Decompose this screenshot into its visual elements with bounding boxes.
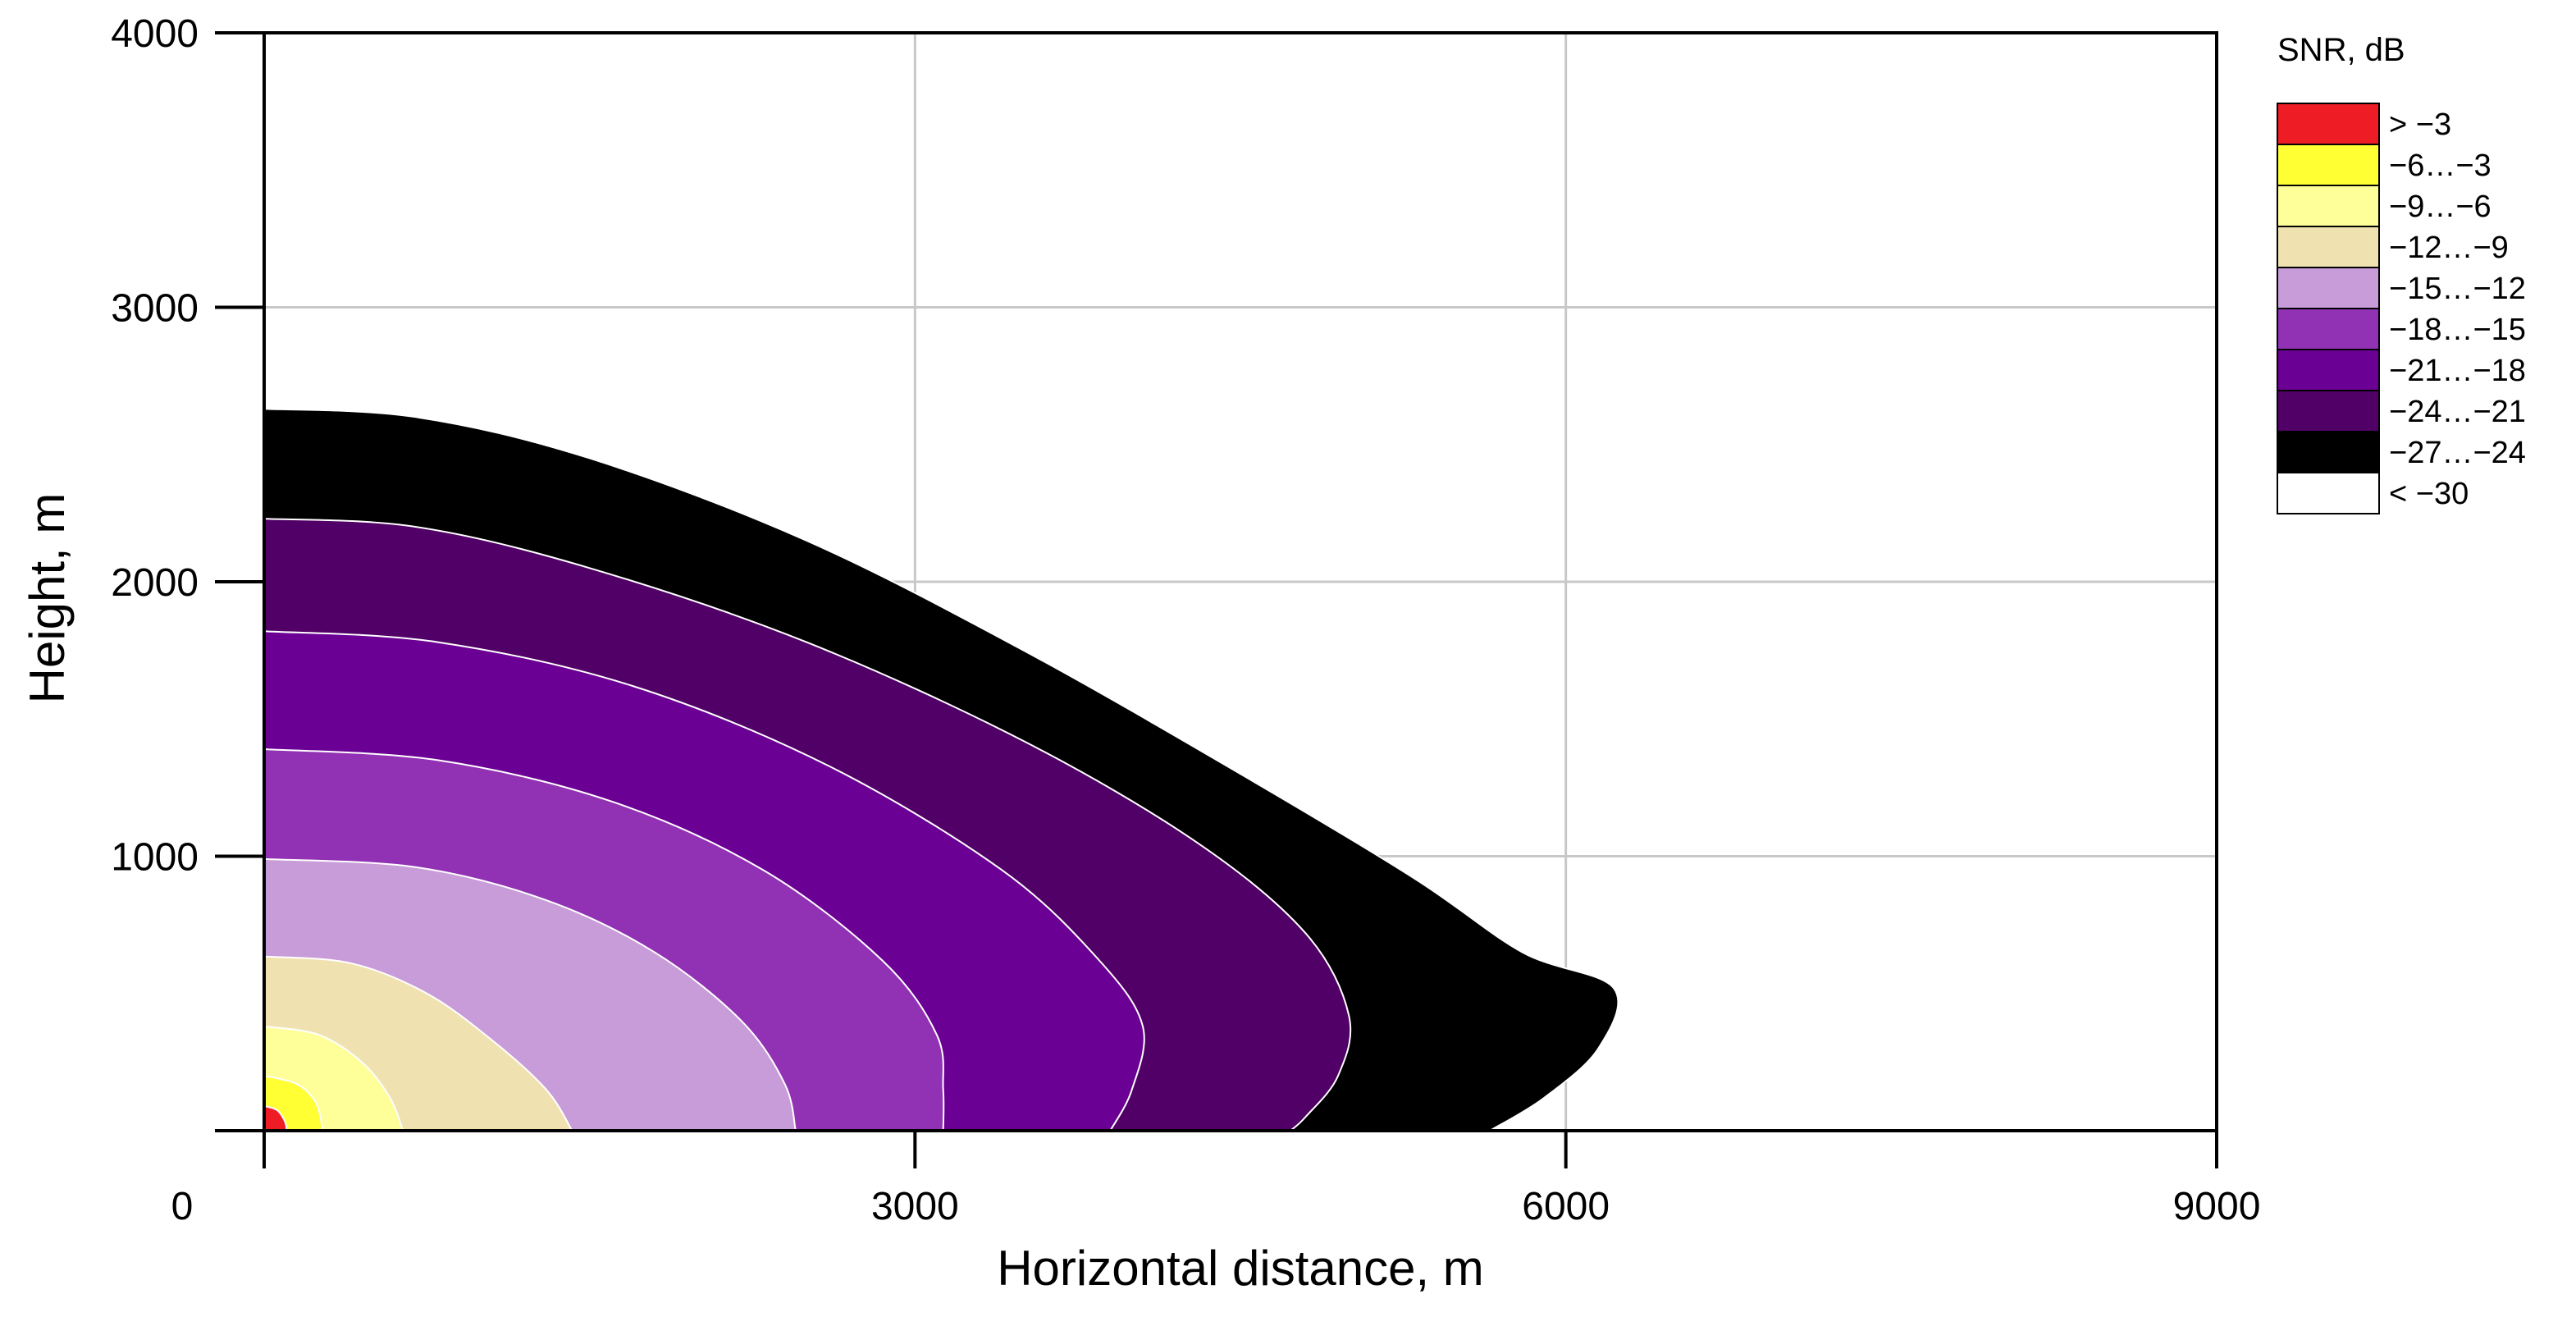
legend-label: −15…−12 bbox=[2389, 272, 2526, 306]
legend-label: < −30 bbox=[2389, 477, 2469, 511]
legend-label: −27…−24 bbox=[2389, 436, 2526, 470]
legend-swatch bbox=[2277, 431, 2380, 473]
contour-band bbox=[263, 1104, 289, 1132]
legend-title: SNR, dB bbox=[2277, 32, 2405, 68]
x-tick-label: 3000 bbox=[871, 1185, 959, 1228]
y-tick-label: 3000 bbox=[111, 287, 199, 331]
legend-label: −21…−18 bbox=[2389, 354, 2526, 388]
x-tick-label: 9000 bbox=[2173, 1185, 2261, 1228]
legend-swatch bbox=[2277, 267, 2380, 309]
legend-swatch bbox=[2277, 103, 2380, 145]
y-tick-label: 2000 bbox=[111, 561, 199, 605]
legend-swatch bbox=[2277, 472, 2380, 514]
x-tick-label: 0 bbox=[171, 1185, 194, 1228]
x-axis-label: Horizontal distance, m bbox=[997, 1241, 1484, 1296]
axes: 0 3000 6000 9000 1000 2000 3000 4000 bbox=[111, 12, 2260, 1228]
legend-swatch bbox=[2277, 390, 2380, 432]
y-axis-label: Height, m bbox=[20, 493, 75, 704]
x-tick-label: 6000 bbox=[1522, 1185, 1610, 1228]
legend-label: −18…−15 bbox=[2389, 313, 2526, 347]
legend-swatch bbox=[2277, 144, 2380, 186]
y-tick-label: 1000 bbox=[111, 836, 199, 880]
legend-swatch bbox=[2277, 308, 2380, 350]
legend-label: −12…−9 bbox=[2389, 231, 2509, 265]
legend-label: > −3 bbox=[2389, 107, 2451, 142]
legend-swatch bbox=[2277, 349, 2380, 391]
legend-label: −24…−21 bbox=[2389, 395, 2526, 429]
legend-label: −9…−6 bbox=[2389, 190, 2492, 224]
legend-swatch bbox=[2277, 226, 2380, 268]
legend-swatch bbox=[2277, 185, 2380, 227]
legend-label: −6…−3 bbox=[2389, 149, 2492, 183]
contour-areas bbox=[263, 408, 1619, 1132]
y-tick-label: 4000 bbox=[111, 12, 199, 56]
legend: > −3 −6…−3 −9…−6 −12…−9 −15…−12 −18…−15 −21…−1… bbox=[2277, 103, 2526, 514]
